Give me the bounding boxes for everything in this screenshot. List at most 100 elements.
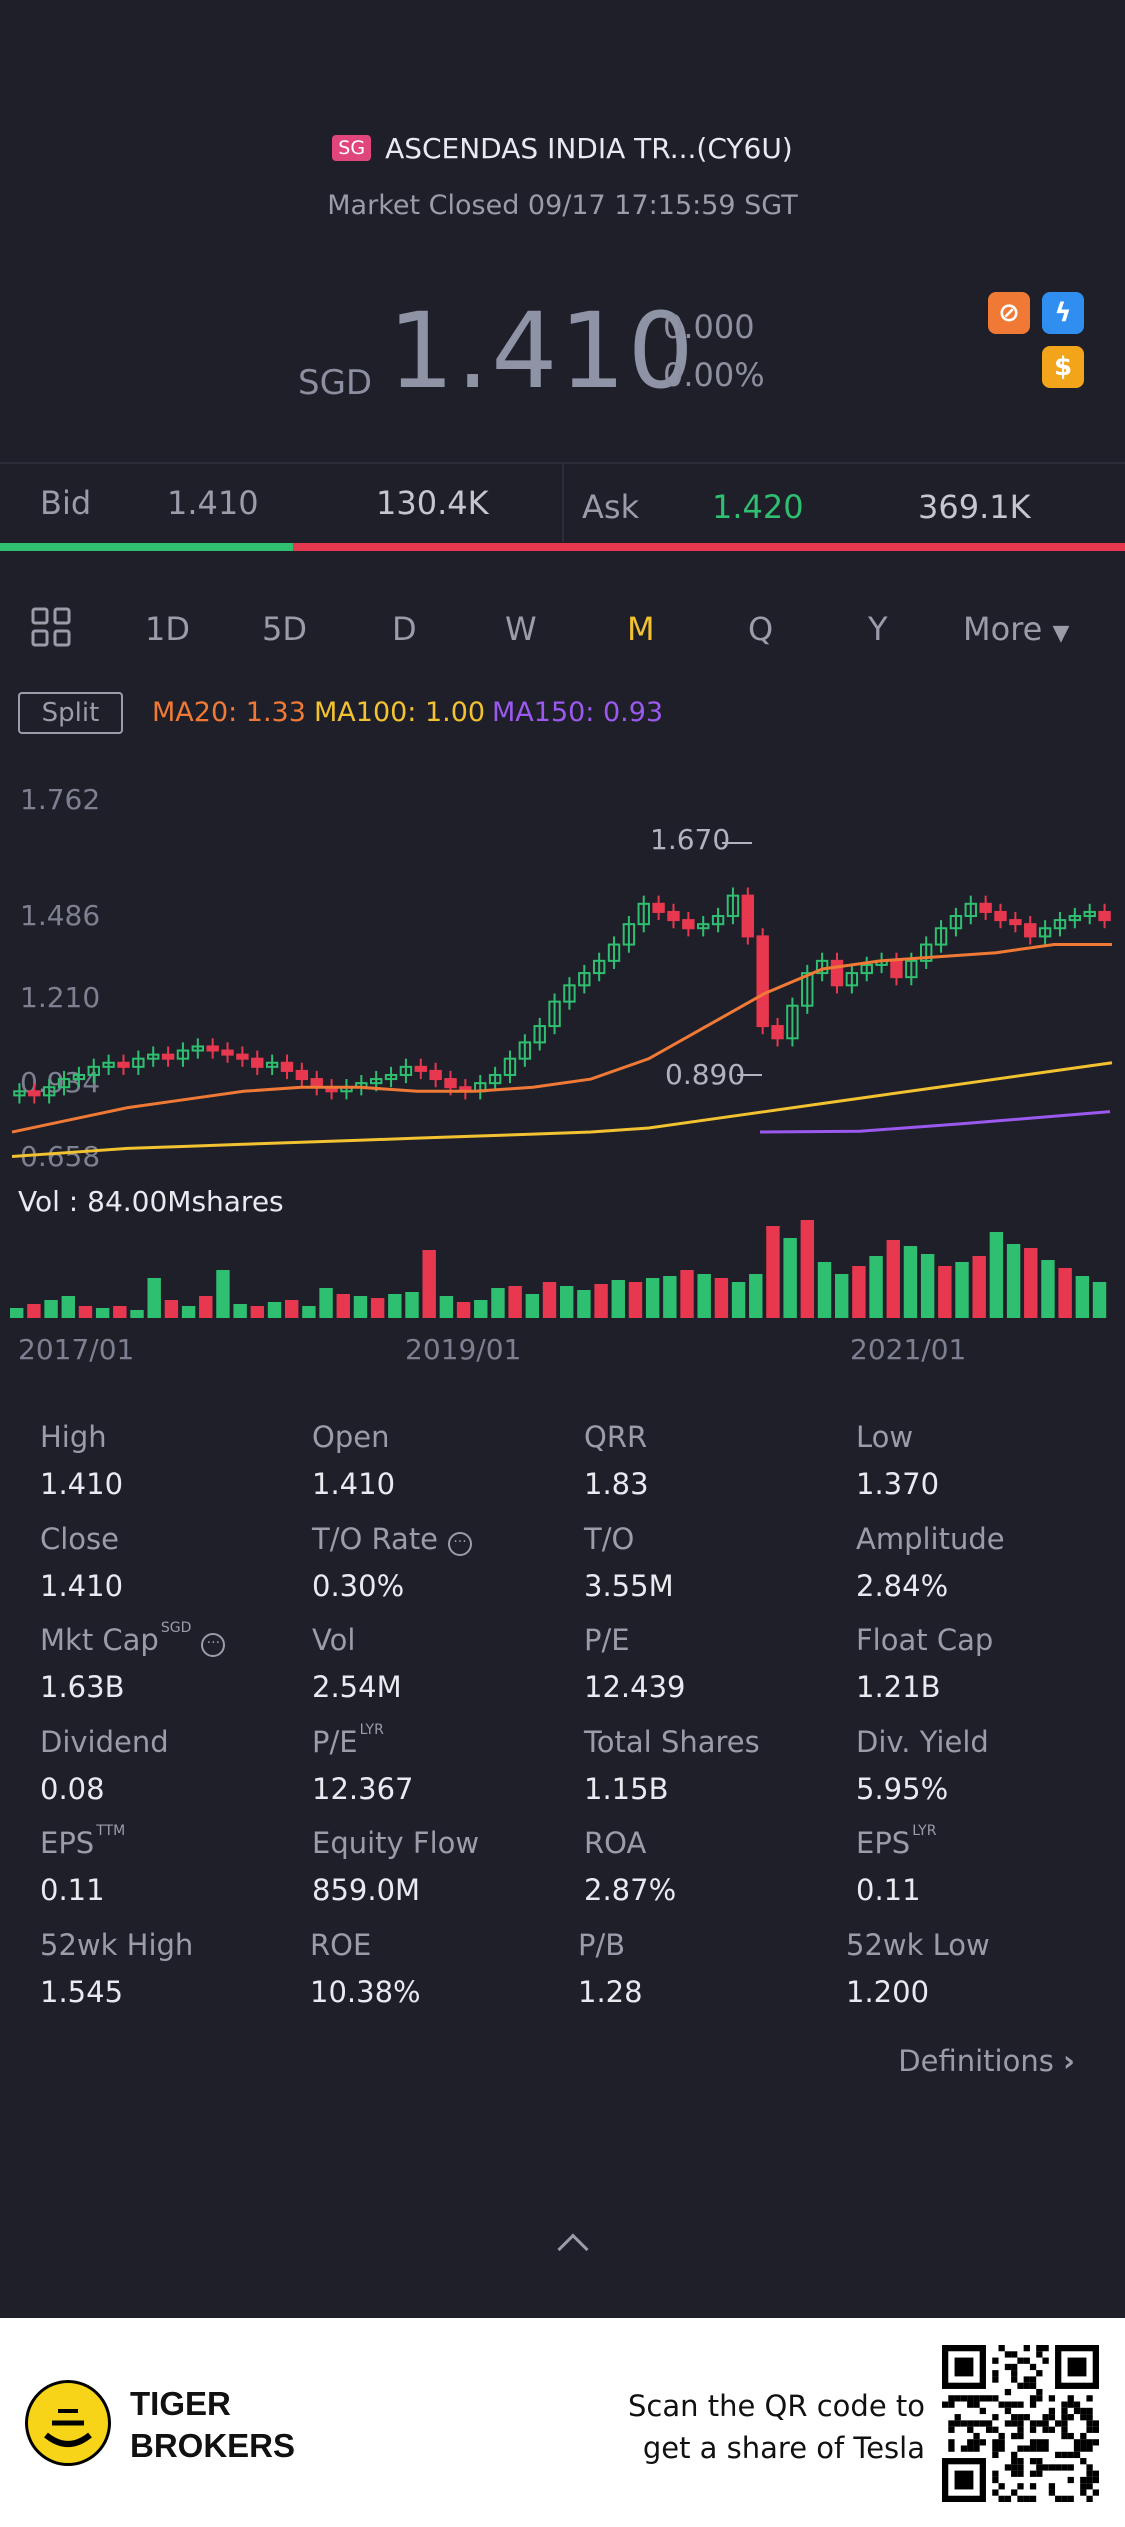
qr-module <box>973 2432 980 2440</box>
volume-bar <box>869 1256 883 1318</box>
stat-label-text: T/O Rate <box>312 1521 439 1556</box>
qr-module <box>1055 2420 1062 2427</box>
volume-bar <box>130 1310 144 1318</box>
volume-bar <box>370 1298 385 1318</box>
qr-module <box>1004 2401 1012 2408</box>
candlestick-chart[interactable] <box>0 770 1125 1330</box>
volume-bar <box>628 1282 643 1318</box>
qr-module <box>1029 2420 1037 2427</box>
qr-module <box>992 2426 999 2433</box>
volume-bar <box>508 1286 522 1318</box>
qr-code[interactable] <box>942 2345 1099 2502</box>
stat-label: Float Cap <box>856 1623 993 1657</box>
volume-bar <box>216 1270 230 1318</box>
candle-body <box>161 1053 175 1060</box>
volume-bar <box>663 1276 677 1318</box>
qr-module <box>973 2439 980 2446</box>
qr-module <box>960 2395 968 2402</box>
brand-line1: TIGER <box>130 2385 231 2422</box>
tab-m[interactable]: M <box>627 610 655 648</box>
volume-bar <box>353 1296 368 1318</box>
tab-q[interactable]: Q <box>748 610 774 648</box>
stat-label-text: Div. Yield <box>856 1724 989 1759</box>
qr-module <box>1086 2426 1093 2433</box>
qr-module <box>1048 2407 1056 2415</box>
qr-module <box>1023 2382 1030 2389</box>
qr-module <box>948 2420 955 2427</box>
split-button[interactable]: Split <box>18 692 123 734</box>
dollar-icon[interactable]: $ <box>1042 346 1084 388</box>
grid-icon[interactable] <box>30 606 72 648</box>
candle-body <box>1098 910 1111 922</box>
qr-module <box>1080 2445 1087 2452</box>
stat-label-text: Mkt Cap <box>40 1623 159 1657</box>
candle-body <box>1053 919 1067 930</box>
tab-d[interactable]: D <box>392 610 417 648</box>
stat-label: Close <box>40 1522 119 1556</box>
candle-body <box>102 1061 115 1068</box>
candle-body <box>42 1086 56 1097</box>
stat-label: P/E LYR <box>312 1722 384 1759</box>
qr-module <box>1036 2351 1043 2358</box>
qr-module <box>1061 2420 1068 2427</box>
stat-value: 12.439 <box>584 1670 686 1704</box>
volume-bar <box>525 1294 540 1318</box>
qr-module <box>1017 2445 1024 2452</box>
qr-module <box>1067 2464 1074 2471</box>
info-icon[interactable]: ··· <box>448 1531 473 1556</box>
qr-module <box>1092 2476 1099 2484</box>
stat-value: 0.08 <box>40 1771 105 1806</box>
qr-module <box>1029 2401 1037 2408</box>
volume-bar <box>731 1282 746 1318</box>
stat-value: 1.410 <box>312 1467 396 1501</box>
tab-1d[interactable]: 1D <box>145 610 190 648</box>
qr-module <box>1067 2395 1074 2402</box>
volume-bar <box>147 1278 161 1318</box>
stat-label: QRR <box>584 1420 647 1454</box>
candle-body <box>369 1078 383 1085</box>
qr-module <box>1067 2414 1074 2421</box>
volume-bar <box>697 1274 711 1318</box>
tab-y[interactable]: Y <box>868 610 888 648</box>
stock-name: ASCENDAS INDIA TR...(CY6U) <box>385 132 793 165</box>
candle-body <box>919 943 933 962</box>
qr-finder <box>954 2357 974 2377</box>
tab-more[interactable]: More ▼ <box>963 610 1069 648</box>
stat-value: 0.11 <box>856 1873 921 1907</box>
volume-bar <box>594 1284 608 1318</box>
stat-value: 2.84% <box>856 1568 949 1603</box>
candle-body <box>563 984 576 1003</box>
lightning-icon[interactable]: ϟ <box>1042 292 1084 334</box>
tab-w[interactable]: W <box>505 610 537 648</box>
qr-module <box>1042 2414 1049 2421</box>
info-icon[interactable]: ··· <box>201 1633 226 1657</box>
qr-module <box>998 2432 1005 2440</box>
chevron-up-icon[interactable] <box>557 2233 589 2265</box>
volume-bar <box>835 1274 849 1318</box>
candle-body <box>771 1025 784 1040</box>
qr-module <box>1036 2445 1043 2452</box>
candle-body <box>726 894 740 918</box>
no-short-icon[interactable]: ⊘ <box>988 292 1030 334</box>
definitions-link[interactable]: Definitions › <box>898 2044 1075 2078</box>
volume-bar <box>1058 1268 1072 1318</box>
qr-module <box>1092 2470 1099 2477</box>
qr-module <box>1017 2432 1024 2440</box>
bid-label: Bid <box>40 484 92 522</box>
qr-module <box>1011 2370 1018 2377</box>
candle-body <box>979 902 992 913</box>
qr-module <box>1086 2395 1093 2402</box>
volume-bar <box>27 1304 41 1318</box>
qr-module <box>1017 2426 1024 2433</box>
stat-label: T/O Rate ··· <box>312 1521 473 1556</box>
qr-module <box>1086 2420 1093 2427</box>
tab-5d[interactable]: 5D <box>262 610 307 648</box>
candle-body <box>206 1045 219 1052</box>
candle-body <box>934 927 948 946</box>
qr-module <box>1036 2395 1043 2402</box>
candle-body <box>251 1057 264 1068</box>
qr-module <box>1036 2420 1043 2427</box>
qr-module <box>1011 2401 1018 2408</box>
stat-label-text: ROA <box>584 1826 647 1860</box>
qr-module <box>1042 2439 1049 2446</box>
